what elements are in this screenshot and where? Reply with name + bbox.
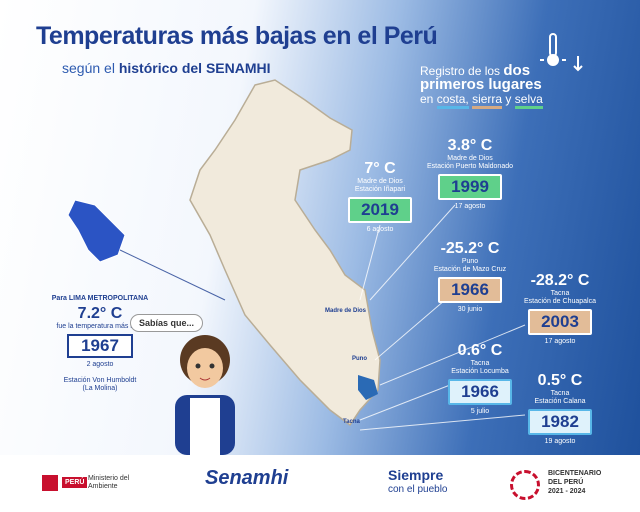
footer: PERÚ Ministerio del Ambiente Senamhi Sie… (0, 455, 640, 512)
map-label: Madre de Dios (325, 308, 367, 314)
lima-district: (La Molina) (82, 385, 118, 392)
card-year: 1966 (448, 379, 512, 405)
legend-highlight: dos primeros lugares (420, 62, 542, 93)
card-temp: 0.6° C (457, 342, 503, 359)
card-temp: 3.8° C (447, 137, 493, 154)
legend-intro: Registro de los (420, 64, 501, 78)
map-label: Puno (352, 356, 367, 362)
card-place: Tacna (550, 390, 570, 397)
lima-map (67, 199, 126, 263)
card-place: Tacna (470, 360, 490, 367)
ministry: Ministerio del Ambiente (88, 475, 130, 490)
subtitle-bold: histórico del SENAMHI (118, 60, 271, 76)
bicentenario-line: BICENTENARIO (548, 470, 602, 477)
legend-selva: selva (514, 92, 543, 109)
card-date: 17 agosto (544, 338, 576, 345)
lima-year: 1967 (67, 334, 133, 358)
card-year: 1966 (438, 277, 502, 303)
peru-map (189, 79, 381, 427)
lima-station: Estación Von Humboldt (63, 377, 137, 384)
card-place: Madre de Dios (357, 178, 403, 185)
lake (358, 375, 378, 400)
connector-lines (119, 204, 526, 431)
card-year: 1982 (528, 409, 592, 435)
siempre: Siempre (388, 467, 444, 483)
legend-prefix: en (420, 92, 434, 106)
legend-and: y (505, 92, 512, 106)
subtitle: según el histórico del SENAMHI (62, 60, 271, 76)
lima-date: 2 agosto (86, 361, 114, 368)
card-temp: -28.2° C (530, 272, 590, 289)
card-station: Estación Puerto Maldonado (427, 163, 513, 170)
card-station: Estación Iñapari (354, 186, 406, 193)
card-temp: -25.2° C (440, 240, 500, 257)
temperature-card: 0.5° C Tacna Estación Calana 1982 19 agosto (505, 372, 615, 445)
card-station: Estación Locumba (451, 368, 509, 375)
lima-intro: Para LIMA METROPOLITANA (51, 295, 149, 302)
subtitle-text: según el (62, 60, 115, 76)
legend-costa: costa, (436, 92, 469, 109)
temperature-card: 3.8° C Madre de Dios Estación Puerto Maldo… (415, 137, 525, 210)
peru-logo (42, 475, 58, 491)
card-date: 17 agosto (454, 203, 486, 210)
card-place: Tacna (550, 290, 570, 297)
card-station: Estación de Chuapalca (524, 298, 596, 305)
card-station: Estación Calana (534, 398, 586, 405)
card-date: 19 agosto (544, 438, 576, 445)
character (175, 335, 235, 455)
card-temp: 0.5° C (537, 372, 583, 389)
senamhi-logo: Senamhi (205, 467, 289, 489)
pueblo: con el pueblo (388, 484, 448, 495)
card-date: 6 agosto (366, 226, 394, 233)
lima-card: Para LIMA METROPOLITANA 7.2° C fue la te… (45, 295, 155, 393)
legend: Registro de los dos primeros lugares en … (420, 62, 595, 109)
card-year: 1999 (438, 174, 502, 200)
thermometer-icon (540, 33, 583, 72)
lima-temp: 7.2° C (77, 305, 123, 322)
card-year: 2019 (348, 197, 412, 223)
bicentenario: BICENTENARIO DEL PERÚ 2021 - 2024 (548, 469, 601, 496)
card-place: Puno (461, 258, 479, 265)
temperature-card: 7° C Madre de Dios Estación Iñapari 2019 6 a… (325, 160, 435, 233)
bicentenario-line: DEL PERÚ (548, 479, 584, 486)
peru-label: PERÚ (62, 477, 88, 488)
card-temp: 7° C (364, 160, 396, 177)
card-station: Estación de Mazo Cruz (433, 266, 507, 273)
lima-text: fue la temperatura más baja (56, 323, 144, 330)
card-date: 5 julio (470, 408, 490, 415)
card-place: Madre de Dios (447, 155, 493, 162)
bicentenario-years: 2021 - 2024 (548, 488, 586, 495)
map-label: Tacna (343, 419, 361, 425)
bicentenario-logo (510, 470, 540, 500)
card-year: 2003 (528, 309, 592, 335)
temperature-card: 0.6° C Tacna Estación Locumba 1966 5 julio (425, 342, 535, 415)
legend-sierra: sierra (472, 92, 503, 109)
temperature-card: -28.2° C Tacna Estación de Chuapalca 2003 17… (505, 272, 615, 345)
card-date: 30 junio (457, 306, 483, 313)
temperature-card: -25.2° C Puno Estación de Mazo Cruz 1966 30 … (415, 240, 525, 313)
title: Temperaturas más bajas en el Perú (36, 22, 438, 50)
speech-bubble: Sabías que... (130, 314, 204, 332)
